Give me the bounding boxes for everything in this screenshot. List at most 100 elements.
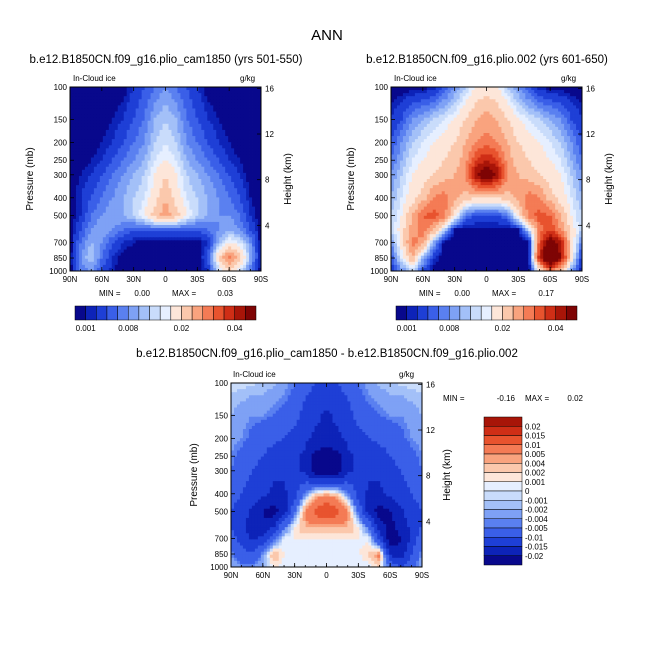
panel-c-min-label: MIN = <box>443 394 465 403</box>
y-tick-label: 400 <box>375 194 389 203</box>
y-tick-label: 700 <box>54 238 68 247</box>
x-tick-label: 90N <box>384 275 399 284</box>
colorbar-label: 0.04 <box>548 324 564 333</box>
colorbar-swatch <box>127 305 140 321</box>
panel-b-min-value: 0.00 <box>454 289 470 298</box>
panel-c-min-value: -0.16 <box>497 394 516 403</box>
colorbar-label: 0.02 <box>495 324 511 333</box>
panel-a-ylabel-right: Height (km) <box>283 153 294 205</box>
chart-panel-c: b.e12.B1850CN.f09_g16.plio_cam1850 - b.e… <box>136 348 583 580</box>
colorbar-swatch <box>483 444 523 455</box>
colorbar-swatch <box>483 509 523 519</box>
chart-panel-a: b.e12.B1850CN.f09_g16.plio_cam1850 (yrs … <box>25 54 303 333</box>
y-right-tick-label: 12 <box>265 130 274 139</box>
colorbar-label: 0.01 <box>525 441 541 450</box>
x-tick-label: 60N <box>94 275 109 284</box>
y-tick-label: 300 <box>375 171 389 180</box>
colorbar-swatch <box>483 453 523 464</box>
panel-b-max-value: 0.17 <box>538 289 554 298</box>
colorbar-swatch <box>483 537 523 547</box>
colorbar-swatch <box>483 463 523 473</box>
panel-c-ylabel: Pressure (mb) <box>189 443 200 506</box>
panel-c-max-label: MAX = <box>525 394 550 403</box>
x-tick-label: 30S <box>190 275 204 284</box>
x-tick-label: 90S <box>254 275 268 284</box>
y-right-tick-label: 4 <box>586 221 591 230</box>
colorbar-swatch <box>170 305 182 321</box>
y-right-tick-label: 16 <box>265 84 274 93</box>
y-tick-label: 250 <box>375 156 389 165</box>
colorbar-label: 0.015 <box>525 432 546 441</box>
panel-c-units: g/kg <box>399 370 414 379</box>
y-tick-label: 200 <box>54 138 68 147</box>
colorbar-label: -0.004 <box>525 515 548 524</box>
y-tick-label: 300 <box>215 467 229 476</box>
y-right-tick-label: 16 <box>586 84 595 93</box>
y-tick-label: 100 <box>375 83 389 92</box>
colorbar-swatch <box>502 305 514 321</box>
y-tick-label: 150 <box>375 115 389 124</box>
colorbar-swatch <box>483 527 523 538</box>
colorbar-swatch <box>491 305 503 321</box>
y-tick-label: 500 <box>54 212 68 221</box>
y-tick-label: 1000 <box>210 563 228 572</box>
y-tick-label: 300 <box>54 171 68 180</box>
x-tick-label: 90S <box>415 571 429 580</box>
panel-a-min-value: 0.00 <box>134 289 150 298</box>
colorbar-swatch <box>483 490 523 501</box>
colorbar-swatch <box>483 481 523 492</box>
colorbar-label: 0.02 <box>525 422 541 431</box>
colorbar-label: 0 <box>525 487 530 496</box>
panel-a-plot: 90N 60N 30N 0 30S 60S 90S 100 150 200 250 300 400 500… <box>49 83 274 284</box>
colorbar-label: 0.001 <box>76 324 97 333</box>
colorbar-swatch <box>85 305 97 321</box>
colorbar-label: -0.002 <box>525 506 548 515</box>
colorbar-swatch <box>427 305 439 321</box>
colorbar-swatch <box>213 305 225 321</box>
colorbar-swatch <box>106 305 118 321</box>
page-title: ANN <box>311 27 343 44</box>
colorbar-label: 0.005 <box>525 450 546 459</box>
x-tick-label: 90N <box>63 275 78 284</box>
colorbar-swatch <box>438 305 450 321</box>
panel-c-variable: In-Cloud ice <box>233 370 276 379</box>
colorbar-swatch <box>223 305 235 321</box>
x-tick-label: 30S <box>351 571 365 580</box>
colorbar-label: -0.001 <box>525 496 548 505</box>
colorbar-label: 0.008 <box>118 324 139 333</box>
colorbar-swatch <box>417 305 429 321</box>
y-tick-label: 850 <box>215 550 229 559</box>
colorbar-swatch <box>512 305 525 321</box>
y-right-tick-label: 8 <box>586 176 591 185</box>
panel-b-title: b.e12.B1850CN.f09_g16.plio.002 (yrs 601-… <box>366 54 608 66</box>
panel-c-ylabel-right: Height (km) <box>442 449 453 501</box>
panel-c-plot: 90N 60N 30N 0 30S 60S 90S 100 150 200 250 300 400 500… <box>210 379 435 580</box>
colorbar-swatch <box>245 305 257 321</box>
y-right-tick-label: 8 <box>426 472 431 481</box>
y-right-tick-label: 12 <box>586 130 595 139</box>
colorbar-swatch <box>395 305 407 321</box>
y-tick-label: 1000 <box>49 267 67 276</box>
panel-b-plot: 90N 60N 30N 0 30S 60S 90S 100 150 200 250 300 400 500… <box>370 83 595 284</box>
x-tick-label: 60S <box>222 275 236 284</box>
colorbar-swatch <box>96 305 108 321</box>
x-tick-label: 30N <box>447 275 462 284</box>
colorbar-swatch <box>74 305 86 321</box>
colorbar-swatch <box>149 305 161 321</box>
x-tick-label: 30N <box>126 275 141 284</box>
y-tick-label: 150 <box>54 115 68 124</box>
panel-c-colorbar: 0.020.0150.010.0050.0040.0020.0010-0.001… <box>483 416 548 566</box>
y-tick-label: 250 <box>54 156 68 165</box>
colorbar-swatch <box>159 305 172 321</box>
panel-b-ylabel: Pressure (mb) <box>346 147 357 210</box>
panel-a-colorbar: 0.001 0.008 0.02 0.04 <box>74 305 257 333</box>
y-tick-label: 400 <box>54 194 68 203</box>
colorbar-label: 0.001 <box>525 478 546 487</box>
x-tick-label: 0 <box>163 275 168 284</box>
colorbar-label: -0.005 <box>525 524 548 533</box>
panel-c-max-value: 0.02 <box>567 394 583 403</box>
y-tick-label: 100 <box>54 83 68 92</box>
y-tick-label: 200 <box>215 434 229 443</box>
colorbar-swatch <box>483 555 523 566</box>
colorbar-swatch <box>138 305 150 321</box>
